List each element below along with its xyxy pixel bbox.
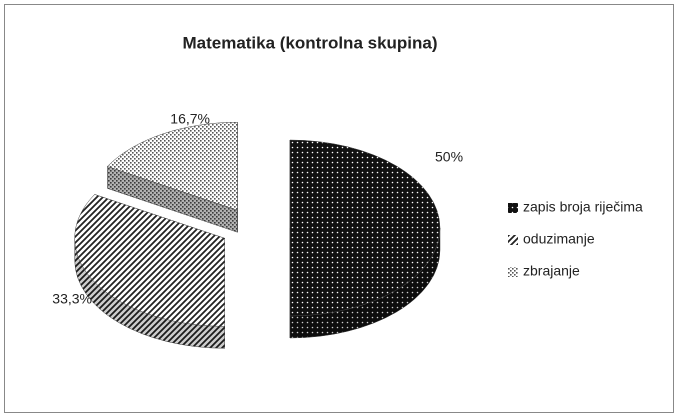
data-label: 50% [435,149,463,165]
legend-label: zapis broja riječima [523,199,643,215]
slice [289,139,441,317]
slice [106,121,238,211]
legend-label: oduzimanje [523,231,595,247]
slice-shade [107,166,238,233]
legend-swatch [508,267,518,277]
data-label: 16,7% [170,111,210,127]
data-label: 33,3% [52,291,92,307]
legend-swatch [508,235,518,245]
slice-shade [74,238,225,349]
slice [74,194,225,327]
slice-shade [290,228,440,338]
chart-title: Matematika (kontrolna skupina) [182,33,437,52]
legend-label: zbrajanje [523,263,580,279]
legend-swatch [508,203,518,213]
